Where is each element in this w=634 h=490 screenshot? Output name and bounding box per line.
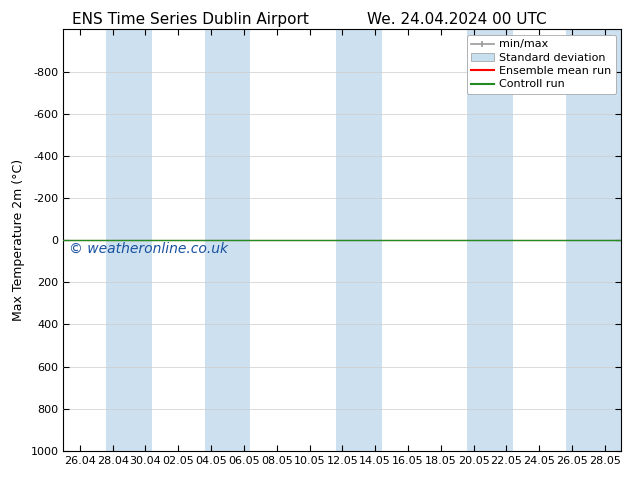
Text: © weatheronline.co.uk: © weatheronline.co.uk [69,242,228,255]
Text: We. 24.04.2024 00 UTC: We. 24.04.2024 00 UTC [366,12,547,27]
Text: ENS Time Series Dublin Airport: ENS Time Series Dublin Airport [72,12,309,27]
Bar [205,29,250,451]
Legend: min/max, Standard deviation, Ensemble mean run, Controll run: min/max, Standard deviation, Ensemble me… [467,35,616,94]
Bar [106,29,152,451]
Bar [467,29,513,451]
Bar [336,29,382,451]
Y-axis label: Max Temperature 2m (°C): Max Temperature 2m (°C) [12,159,25,321]
Bar [566,29,621,451]
